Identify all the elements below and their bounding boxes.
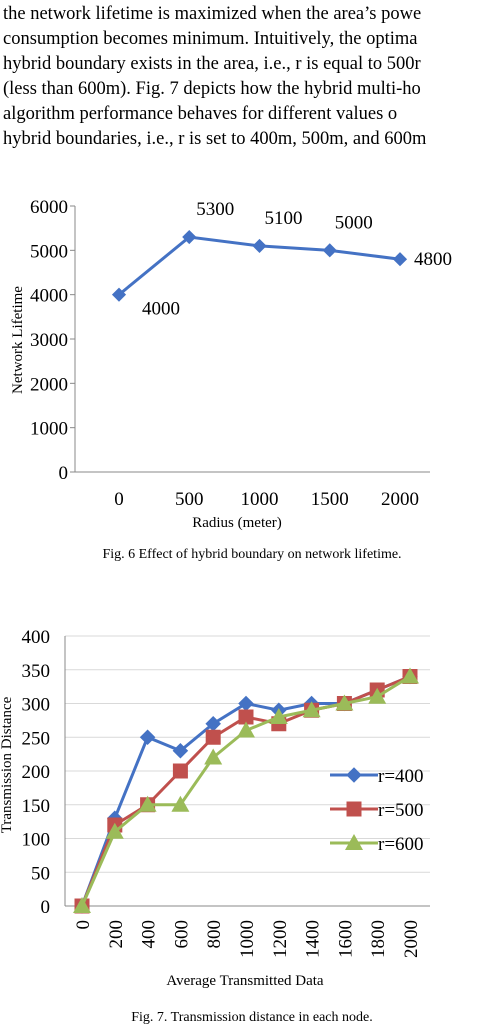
fig7-data-point bbox=[238, 709, 254, 725]
fig7-legend-label: r=400 bbox=[378, 766, 424, 787]
fig7-data-point bbox=[368, 687, 387, 704]
fig7-data-point bbox=[335, 694, 354, 711]
fig6-data-label: 5300 bbox=[196, 199, 234, 220]
paragraph-line: hybrid boundary exists in the area, i.e.… bbox=[3, 54, 421, 74]
fig7-x-tick-label: 1800 bbox=[368, 920, 389, 958]
fig7-y-axis-label: Transmission Distance bbox=[0, 696, 15, 833]
fig6-data-point bbox=[182, 229, 197, 245]
fig7-series-line bbox=[80, 675, 411, 907]
fig7-data-point bbox=[205, 729, 221, 745]
fig7-legend-marker bbox=[346, 801, 362, 817]
fig6-y-axis-label: Network Lifetime bbox=[10, 286, 26, 394]
fig7-data-point bbox=[73, 897, 91, 913]
fig7-y-tick-label: 300 bbox=[22, 695, 51, 716]
fig7-legend-label: r=600 bbox=[378, 834, 424, 855]
fig6-data-label: 5000 bbox=[335, 212, 373, 233]
fig6-data-point bbox=[252, 238, 267, 253]
fig7-data-point bbox=[171, 795, 190, 812]
body-paragraph: the network lifetime is maximized when t… bbox=[3, 2, 504, 152]
fig6-y-tick-label: 2000 bbox=[30, 374, 68, 395]
fig6-data-label: 5100 bbox=[265, 208, 303, 229]
fig7-x-tick-label: 400 bbox=[139, 920, 160, 949]
fig6-data-label: 4800 bbox=[414, 249, 452, 270]
fig6-y-tick-label: 3000 bbox=[30, 330, 68, 351]
fig7-x-tick-label: 600 bbox=[171, 920, 192, 949]
fig7-y-tick-label: 0 bbox=[41, 897, 51, 918]
fig6-x-tick-label: 1000 bbox=[241, 489, 279, 510]
fig6-data-point bbox=[322, 243, 337, 258]
fig7-y-tick-label: 150 bbox=[22, 796, 51, 817]
fig7-caption: Fig. 7. Transmission distance in each no… bbox=[131, 1010, 373, 1025]
paragraph-line: the network lifetime is maximized when t… bbox=[3, 4, 422, 24]
fig6-chart: 0 1000 2000 3000 4000 5000 6000 0 500 1000 1500 200… bbox=[10, 197, 452, 531]
fig7-x-tick-label: 1600 bbox=[335, 920, 356, 958]
paragraph-line: algorithm performance behaves for differ… bbox=[3, 104, 398, 124]
fig7-legend-marker bbox=[346, 767, 362, 783]
fig6-x-tick-label: 1500 bbox=[311, 489, 349, 510]
fig7-data-point bbox=[302, 701, 321, 718]
fig7-x-tick-label: 2000 bbox=[401, 920, 422, 958]
fig7-data-point bbox=[238, 695, 254, 712]
paragraph-line: consumption becomes minimum. Intuitively… bbox=[3, 29, 418, 49]
fig6-x-tick-label: 0 bbox=[114, 489, 124, 510]
fig7-x-tick-label: 1000 bbox=[237, 920, 258, 958]
fig7-y-tick-label: 400 bbox=[22, 627, 51, 648]
fig7-data-point bbox=[269, 708, 288, 724]
fig7-x-tick-label: 1400 bbox=[303, 920, 324, 958]
fig7-data-point bbox=[204, 748, 223, 765]
fig7-legend-label: r=500 bbox=[378, 800, 424, 821]
fig7-y-tick-label: 100 bbox=[22, 830, 51, 851]
fig7-data-point bbox=[139, 729, 156, 746]
fig7-y-tick-label: 250 bbox=[22, 728, 51, 749]
fig6-x-tick-label: 500 bbox=[175, 489, 204, 510]
fig7-data-point bbox=[105, 822, 124, 839]
fig7-data-point bbox=[401, 667, 419, 684]
fig7-x-tick-label: 1200 bbox=[270, 920, 291, 958]
paragraph-line: (less than 600m). Fig. 7 depicts how the… bbox=[3, 79, 421, 99]
fig7-x-tick-label: 200 bbox=[106, 920, 127, 949]
fig7-x-axis-label: Average Transmitted Data bbox=[166, 973, 324, 989]
paragraph-line: hybrid boundaries, i.e., r is set to 400… bbox=[3, 129, 427, 149]
fig6-data-point bbox=[392, 252, 408, 267]
fig7-y-tick-label: 50 bbox=[31, 863, 50, 884]
fig6-caption: Fig. 6 Effect of hybrid boundary on netw… bbox=[102, 547, 402, 562]
fig7-chart: 0 50 100 150 200 250 300 350 400 0 200 400 600 800 100… bbox=[0, 627, 430, 989]
fig6-y-tick-label: 5000 bbox=[30, 241, 68, 262]
fig6-y-tick-label: 0 bbox=[59, 463, 69, 484]
fig6-x-tick-label: 2000 bbox=[381, 489, 419, 510]
fig6-data-label: 4000 bbox=[142, 299, 180, 320]
fig7-legend-marker bbox=[345, 834, 363, 850]
fig7-y-tick-label: 350 bbox=[22, 661, 51, 682]
fig7-data-point bbox=[138, 795, 157, 812]
fig6-y-tick-label: 1000 bbox=[30, 419, 68, 440]
fig7-x-tick-label: 0 bbox=[73, 920, 94, 930]
fig6-y-tick-label: 6000 bbox=[30, 197, 68, 218]
fig6-y-tick-label: 4000 bbox=[30, 286, 68, 307]
fig7-data-point bbox=[237, 721, 255, 738]
fig7-y-tick-label: 200 bbox=[22, 762, 51, 783]
fig7-x-tick-label: 800 bbox=[204, 920, 225, 949]
fig7-data-point bbox=[172, 763, 188, 779]
fig6-x-axis-label: Radius (meter) bbox=[192, 515, 282, 531]
